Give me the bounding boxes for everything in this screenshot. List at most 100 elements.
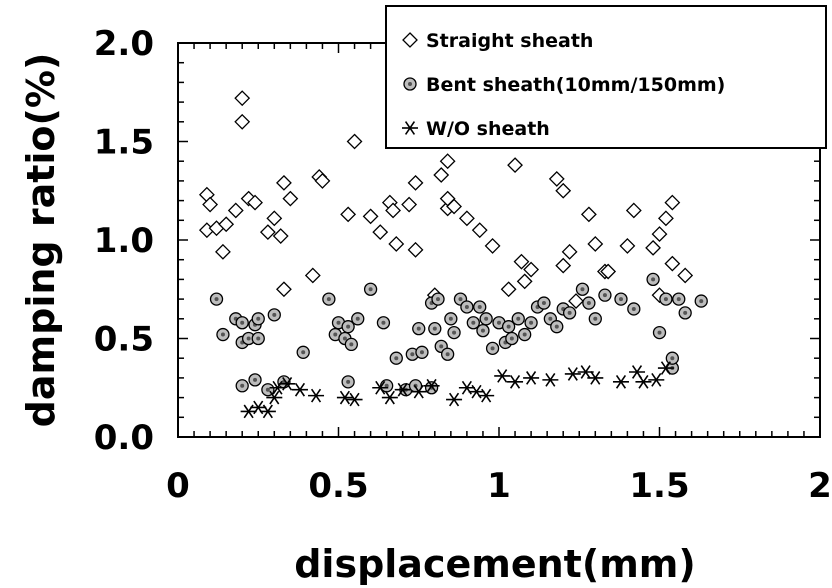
data-point	[218, 216, 235, 233]
marker-core	[326, 297, 331, 302]
marker-core	[246, 336, 251, 341]
marker-core	[256, 316, 261, 321]
data-point	[272, 228, 289, 244]
marker-stroke	[282, 376, 293, 391]
marker-core	[240, 320, 245, 325]
data-point	[267, 308, 281, 322]
data-point	[340, 206, 357, 223]
data-point	[458, 210, 475, 227]
y-axis-title: damping ratio(%)	[19, 53, 63, 428]
data-point	[351, 312, 365, 326]
marker-stroke	[497, 369, 508, 383]
y-tick-label: 0.0	[94, 418, 154, 458]
legend-label: Bent sheath(10mm/150mm)	[426, 74, 725, 96]
data-point	[389, 351, 403, 365]
data-point	[227, 202, 244, 219]
data-point	[492, 316, 506, 330]
legend-marker	[403, 77, 417, 91]
x-tick-label: 2	[808, 466, 832, 506]
marker-stroke	[615, 374, 627, 389]
data-point	[678, 306, 692, 320]
marker-stroke	[449, 392, 460, 407]
data-point	[202, 196, 219, 213]
marker-core	[458, 297, 463, 302]
data-point	[507, 157, 523, 174]
data-point	[266, 390, 283, 405]
data-point	[619, 237, 636, 254]
data-point	[394, 382, 411, 397]
data-point	[548, 171, 565, 187]
marker-core	[346, 324, 351, 329]
data-point	[645, 239, 661, 256]
data-point	[362, 208, 379, 225]
data-point	[446, 392, 463, 407]
data-point	[575, 282, 590, 296]
x-tick-label: 0	[166, 466, 190, 506]
data-point	[612, 374, 629, 389]
series-circle	[209, 272, 708, 397]
data-point	[657, 361, 674, 375]
data-point	[694, 294, 708, 308]
marker-core	[368, 287, 373, 292]
data-point	[423, 378, 440, 393]
marker-core	[509, 336, 514, 341]
marker-core	[683, 310, 688, 315]
data-point	[235, 379, 249, 393]
marker-stroke	[567, 367, 578, 381]
data-point	[376, 316, 391, 330]
data-point	[444, 312, 458, 326]
marker-core	[336, 320, 341, 325]
data-point	[446, 198, 462, 215]
data-point	[282, 190, 299, 207]
data-point	[651, 226, 668, 243]
marker-core	[490, 346, 495, 351]
marker-core	[265, 387, 270, 392]
marker-core	[256, 336, 261, 341]
data-point	[407, 241, 424, 258]
data-point	[447, 325, 461, 340]
data-point	[372, 380, 389, 395]
data-point	[568, 293, 584, 309]
data-point	[555, 257, 572, 274]
data-point	[291, 382, 308, 397]
data-point	[479, 312, 493, 326]
marker-stroke	[384, 390, 395, 405]
marker-core	[699, 299, 704, 304]
marker-stroke	[294, 382, 306, 397]
marker-core	[657, 330, 662, 335]
data-point	[209, 292, 224, 306]
marker-core	[272, 312, 277, 317]
data-point	[341, 375, 355, 389]
data-point	[516, 273, 533, 290]
data-point	[484, 237, 501, 254]
data-point	[476, 323, 490, 338]
marker-core	[448, 316, 453, 321]
legend-label: W/O sheath	[426, 118, 550, 140]
data-point	[247, 194, 263, 211]
marker-core	[663, 297, 668, 302]
x-axis-title: displacement(mm)	[294, 542, 696, 586]
marker-stroke	[471, 384, 482, 399]
marker-core	[220, 332, 225, 337]
data-point	[251, 331, 265, 346]
data-point	[523, 371, 540, 385]
legend-marker	[402, 32, 418, 48]
marker-core	[670, 356, 675, 361]
data-point	[234, 90, 251, 107]
data-point	[629, 365, 646, 379]
legend-label: Straight sheath	[426, 30, 593, 52]
data-point	[555, 182, 572, 199]
marker-core	[471, 320, 476, 325]
marker-stroke	[660, 361, 671, 375]
marker-core	[522, 332, 527, 337]
data-point	[234, 113, 251, 130]
data-point	[401, 196, 418, 213]
marker-core	[355, 316, 360, 321]
data-point	[346, 392, 363, 407]
marker-core	[346, 379, 351, 384]
marker-core	[253, 377, 258, 382]
data-point	[344, 337, 358, 352]
marker-core	[631, 306, 636, 311]
data-point	[276, 281, 292, 298]
data-point	[428, 321, 442, 336]
